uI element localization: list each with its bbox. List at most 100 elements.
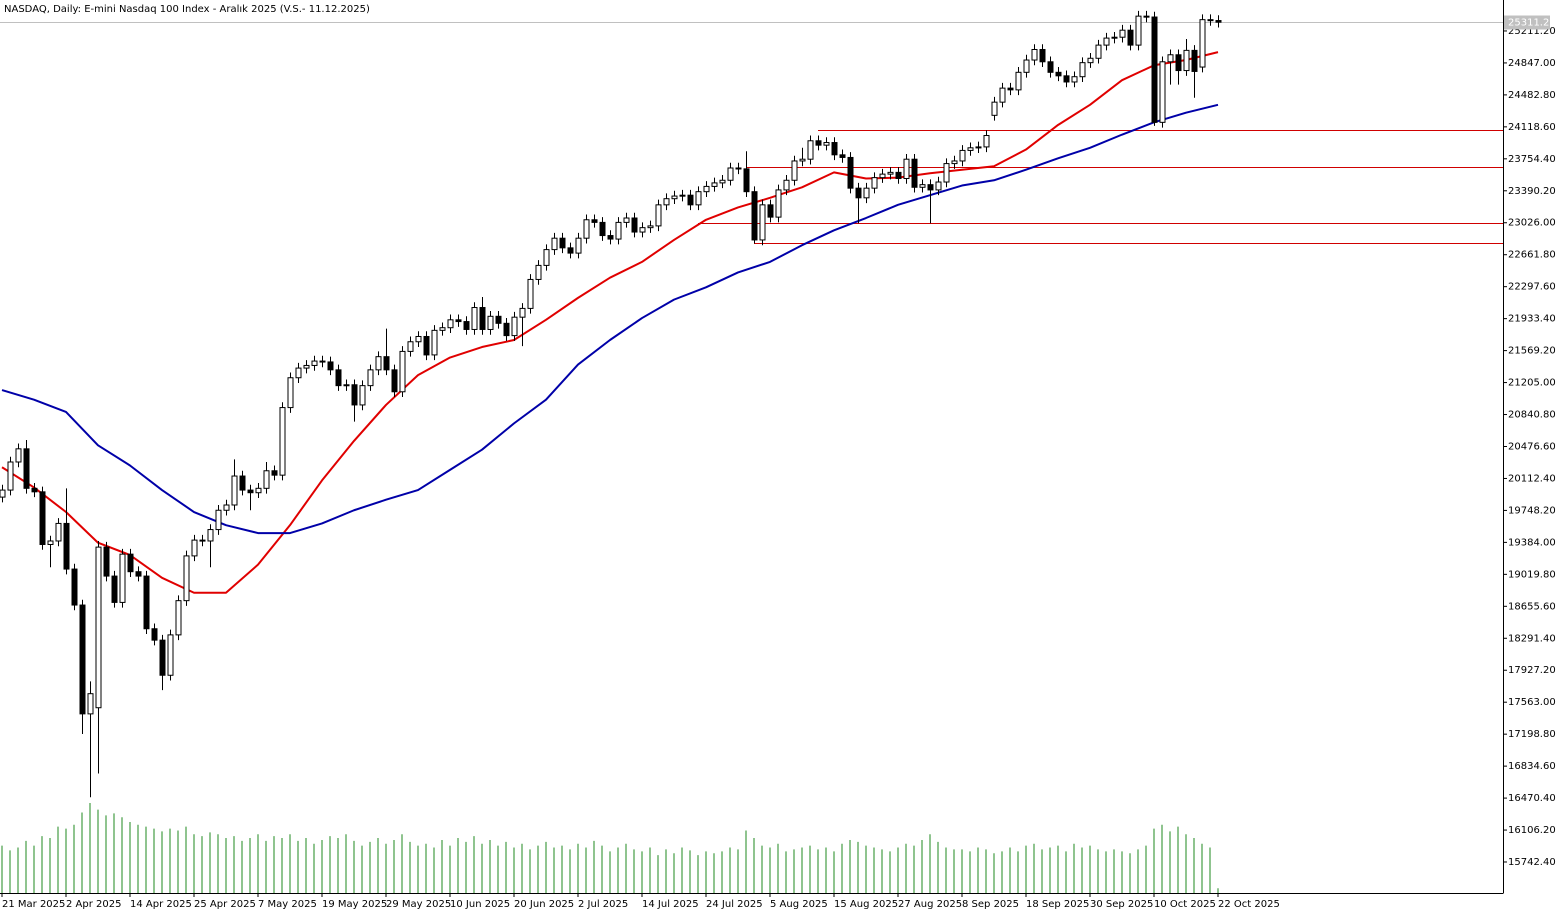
candle-body [767,204,774,218]
y-tick-label: 16470.40 [1508,793,1556,804]
x-tick-label: 24 Jul 2025 [706,899,763,910]
candle-body [23,448,30,489]
x-tick-label: 25 Apr 2025 [194,899,256,910]
x-tick-label: 29 May 2025 [386,899,451,910]
candle-body [711,182,718,187]
y-tick-label: 24118.60 [1508,122,1556,133]
candle-body [639,227,646,233]
y-tick-label: 25211.20 [1508,26,1556,37]
candle-body [591,219,598,223]
candle-body [239,475,246,491]
y-tick-label: 17563.00 [1508,697,1556,708]
candle-body [55,522,62,542]
candle-body [7,461,14,491]
candle-body [375,356,382,371]
candle-body [535,264,542,280]
y-tick-label: 16106.20 [1508,825,1556,836]
x-tick-label: 2 Apr 2025 [66,899,121,910]
candle-body [1183,49,1190,72]
candle-body [847,156,854,189]
candle-body [95,546,102,709]
y-tick-label: 16834.60 [1508,761,1556,772]
y-tick-label: 21569.20 [1508,346,1556,357]
candle-body [199,539,206,542]
candle-body [1167,54,1174,63]
candle-body [879,173,886,179]
candle-body [391,369,398,393]
price-layer [0,10,1503,798]
y-tick-label: 18291.40 [1508,633,1556,644]
candle-body [279,407,286,476]
x-tick-label: 14 Apr 2025 [130,899,192,910]
y-tick-label: 22297.60 [1508,282,1556,293]
candle-body [15,448,22,463]
candle-body [911,158,918,188]
candle-body [431,329,438,356]
candle-body [719,179,726,184]
candle-body [1159,61,1166,123]
x-tick-label: 10 Jun 2025 [450,899,510,910]
candle-body [319,360,326,363]
candle-body [0,489,6,498]
candle-body [839,154,846,158]
candle-body [223,504,230,511]
candle-body [295,367,302,379]
candle-body [1039,48,1046,63]
candle-body [1023,59,1030,73]
y-tick-label: 23026.00 [1508,218,1556,229]
x-tick-label: 19 May 2025 [322,899,387,910]
x-tick-label: 2 Jul 2025 [578,899,628,910]
candle-body [799,158,806,162]
candle-body [1087,57,1094,64]
y-tick-label: 21205.00 [1508,378,1556,389]
moving-average [1,51,1219,594]
y-tick-label: 20476.60 [1508,441,1556,452]
candle-body [1047,61,1054,73]
candle-body [1151,16,1158,123]
candle-body [999,87,1006,103]
candle-body [119,553,126,603]
candle-body [191,539,198,557]
candle-body [1127,29,1134,46]
candle-body [463,321,470,330]
y-tick-label: 22661.80 [1508,250,1556,261]
candle-body [207,529,214,542]
candle-body [895,171,902,180]
y-tick-label: 24482.80 [1508,90,1556,101]
x-tick-label: 27 Aug 2025 [898,899,962,910]
candle-body [871,177,878,189]
candle-body [79,604,86,715]
y-tick-label: 23754.40 [1508,154,1556,165]
candle-body [335,369,342,387]
candle-body [527,278,534,309]
candle-body [351,384,358,406]
candle-body [1103,37,1110,46]
candle-body [751,191,758,241]
candle-body [607,235,614,240]
candle-body [599,221,606,237]
price-tag [1504,15,1550,30]
candle-body [1143,15,1150,18]
candle-body [831,142,838,156]
candle-body [655,204,662,227]
candle-body [943,163,950,183]
y-tick-label: 21933.40 [1508,314,1556,325]
x-tick-label: 8 Sep 2025 [962,899,1019,910]
candle-body [863,187,870,199]
candle-body [575,237,582,254]
candle-body [647,225,654,229]
candle-body [511,316,518,337]
candle-body [383,356,390,371]
candle-body [215,509,222,531]
candle-body [1135,15,1142,46]
candle-body [815,140,822,146]
candle-body [255,487,262,494]
candle-body [567,247,574,254]
y-tick-label: 17927.20 [1508,665,1556,676]
candle-body [143,575,150,630]
candle-body [359,385,366,406]
candle-body [1215,20,1222,23]
x-tick-label: 30 Sep 2025 [1090,899,1153,910]
y-tick-label: 19384.00 [1508,537,1556,548]
